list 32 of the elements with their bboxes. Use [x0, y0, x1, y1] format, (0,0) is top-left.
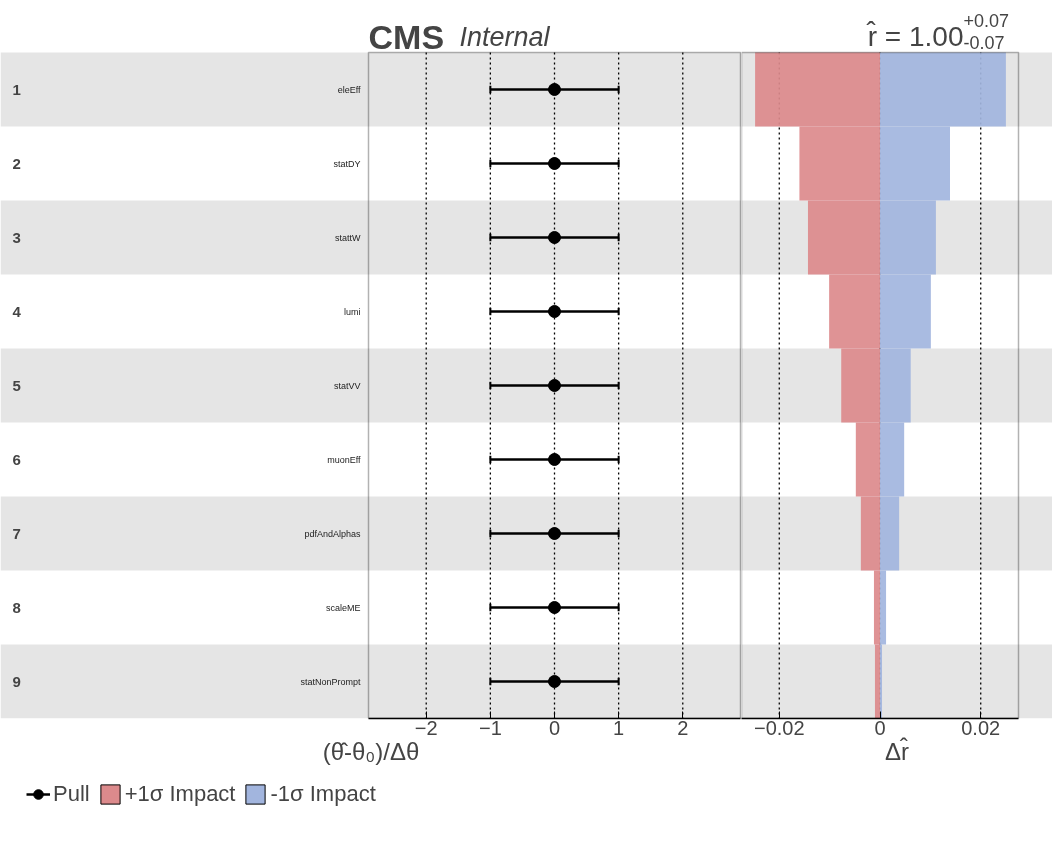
text: 8 [12, 598, 21, 616]
text: 2 [12, 154, 21, 172]
y-tick-label: statNonPrompt [300, 676, 361, 687]
text: 5 [12, 376, 21, 394]
text: 9 [12, 672, 21, 690]
x-tick-label: −2 [414, 716, 438, 739]
x-axis-title: (θ̂-θ₀)/Δθ [322, 737, 420, 765]
y-tick-label: eleEff [337, 84, 361, 95]
y-tick-label: statVV [333, 380, 361, 391]
legend-label: +1σ Impact [124, 781, 236, 807]
text: 4 [12, 302, 22, 320]
y-tick-label: lumi [344, 306, 361, 317]
x-axis-title: Δr̂ [884, 737, 910, 765]
y-tick-label: scaleME [325, 602, 361, 613]
y-tick-label: statDY [333, 158, 361, 169]
x-tick-label: 0 [874, 716, 886, 739]
y-tick-label: muonEff [327, 454, 361, 465]
x-tick-label: 1 [613, 716, 625, 739]
y-tick-label: pdfAndAlphas [304, 528, 361, 539]
x-tick-label: −1 [478, 716, 502, 739]
x-tick-label: 0.02 [961, 716, 1001, 739]
chart-title: CMS Internal [368, 17, 551, 56]
legend-label: Pull [53, 781, 90, 807]
text: 7 [12, 524, 21, 542]
text: 1 [12, 80, 21, 98]
text: 6 [12, 450, 21, 468]
x-tick-label: 2 [677, 716, 689, 739]
x-tick-label: 0 [548, 716, 561, 739]
text: 3 [12, 228, 21, 246]
legend-label: -1σ Impact [270, 781, 376, 807]
x-tick-label: −0.02 [753, 716, 805, 739]
y-tick-label: stattW [335, 232, 362, 243]
